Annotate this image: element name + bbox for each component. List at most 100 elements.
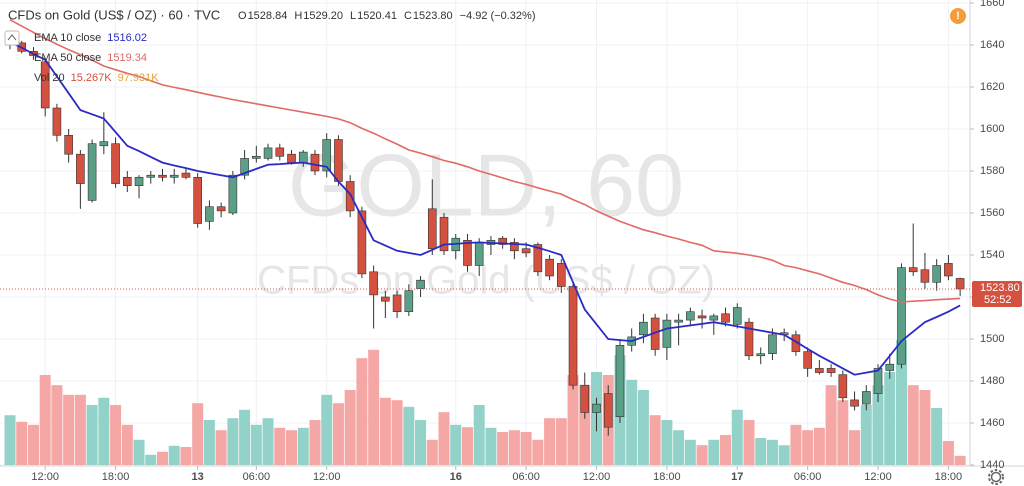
candle-body <box>545 258 554 277</box>
x-tick-label: 06:00 <box>794 471 822 483</box>
candle-body <box>111 143 120 184</box>
candle-body <box>510 242 519 252</box>
volume-bar <box>497 432 509 465</box>
ohlc-label: O <box>238 10 247 22</box>
x-tick-label: 18:00 <box>653 471 681 483</box>
candle-body <box>580 384 590 413</box>
volume-bar <box>321 394 333 465</box>
x-tick-label: 17 <box>731 471 743 483</box>
volume-bar <box>872 385 884 465</box>
candle-body <box>686 311 695 321</box>
candle-body <box>263 147 273 159</box>
volume-bar <box>121 424 133 465</box>
y-tick-label: 1620 <box>980 81 1004 93</box>
legend-name: EMA 50 close <box>34 52 101 64</box>
volume-bar <box>227 418 239 465</box>
volume-bar <box>51 385 63 465</box>
candle-body <box>134 177 144 187</box>
volume-bar <box>696 445 708 465</box>
candle-body <box>897 267 906 365</box>
candle-body <box>838 374 848 399</box>
candle-body <box>287 153 296 163</box>
ohlc-readout: O 1528.84 H 1529.20 L 1520.41 C 1523.80 −4.92 (−… <box>238 10 536 22</box>
candle-body <box>123 177 132 187</box>
volume-bar <box>145 454 157 465</box>
volume-bar <box>954 455 966 465</box>
volume-bar <box>919 390 931 465</box>
candle-body <box>439 216 449 252</box>
candle-body <box>521 248 531 254</box>
volume-bar <box>461 427 473 465</box>
candle-body <box>87 143 97 201</box>
candle-body <box>205 206 214 222</box>
volume-bar <box>731 409 743 465</box>
volume-bar <box>297 427 309 465</box>
candle-body <box>674 319 683 323</box>
candle-body <box>592 403 601 413</box>
collapse-button[interactable] <box>4 30 20 46</box>
candle-body <box>709 315 719 321</box>
candle-body <box>298 151 308 163</box>
gear-teeth <box>988 469 1004 485</box>
ohlc-label: C <box>404 10 412 22</box>
volume-bar <box>63 394 75 465</box>
candle-body <box>334 139 343 182</box>
volume-bar <box>438 412 450 465</box>
y-tick-label: 1440 <box>980 459 1004 471</box>
volume-bar <box>250 424 262 465</box>
candle-body <box>404 290 414 313</box>
candle-body <box>146 174 156 178</box>
candle-body <box>310 153 320 172</box>
volume-bar <box>895 340 907 465</box>
ohlc-value: 1523.80 <box>413 10 453 22</box>
volume-bar <box>579 385 591 465</box>
candle-body <box>603 393 613 428</box>
volume-bar <box>743 420 755 465</box>
volume-bar <box>860 405 872 465</box>
candle-body <box>557 263 566 287</box>
gear-ring <box>990 471 1002 483</box>
candle-body <box>850 399 859 407</box>
y-tick-label: 1560 <box>980 207 1004 219</box>
candle-body <box>169 174 179 178</box>
volume-bar <box>156 451 168 465</box>
volume-bar <box>180 447 192 465</box>
candle-body <box>568 286 578 386</box>
candle-body <box>744 321 754 357</box>
volume-bar <box>426 439 438 465</box>
candle-body <box>861 391 871 405</box>
x-tick-label: 12:00 <box>864 471 892 483</box>
alert-icon[interactable] <box>950 8 966 24</box>
volume-bar <box>485 427 497 465</box>
volume-bar <box>110 405 122 465</box>
alert-text: ! <box>956 10 960 22</box>
volume-bar <box>884 372 896 465</box>
ohlc-value: 1529.20 <box>303 10 343 22</box>
candle-body <box>158 174 167 178</box>
volume-bar <box>790 424 802 465</box>
volume-bar <box>837 400 849 465</box>
settings-gear[interactable] <box>988 469 1004 485</box>
candle-body <box>697 315 707 319</box>
candle-body <box>498 237 507 245</box>
candle-body <box>427 208 437 250</box>
volume-bar <box>720 435 732 465</box>
volume-bar <box>74 394 86 465</box>
volume-bar <box>931 408 943 465</box>
candle-body <box>369 271 378 296</box>
volume-bar <box>942 441 954 465</box>
candle-body <box>826 368 836 373</box>
volume-bar <box>86 405 98 465</box>
volume-bar <box>98 397 110 465</box>
y-tick-label: 1480 <box>980 375 1004 387</box>
candle-body <box>768 334 777 354</box>
ohlc-value: 1528.84 <box>248 10 288 22</box>
x-tick-label: 18:00 <box>102 471 130 483</box>
candle-body <box>416 279 425 289</box>
volume-bar <box>403 406 415 465</box>
ema-line <box>9 41 961 376</box>
candle-body <box>885 363 895 371</box>
volume-bar <box>825 385 837 465</box>
symbol-title: CFDs on Gold (US$ / OZ) · 60 · TVC <box>8 7 220 22</box>
